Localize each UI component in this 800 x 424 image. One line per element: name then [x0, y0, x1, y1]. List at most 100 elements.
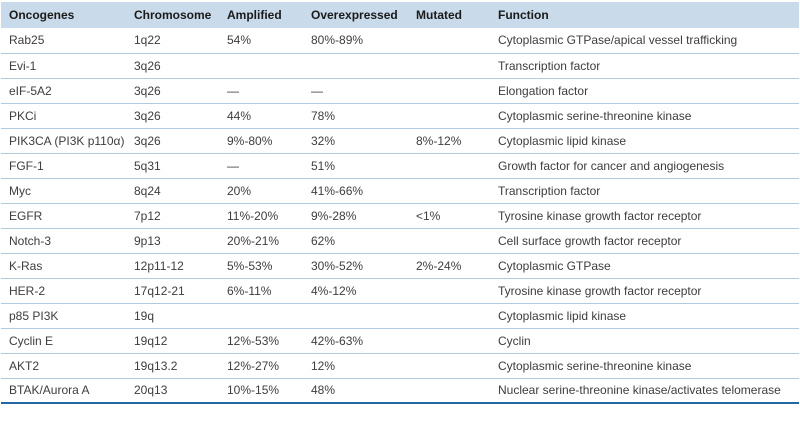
cell-function: Cytoplasmic lipid kinase — [490, 302, 799, 328]
cell-amplified: 20%-21% — [219, 227, 303, 253]
cell-chromosome: 3q26 — [126, 52, 219, 78]
cell-chromosome: 1q22 — [134, 33, 161, 48]
table-body: Rab25 1q22 54% 80%-89% Cytoplasmic GTPase/ap… — [1, 28, 799, 404]
cell-function: Cytoplasmic GTPase — [490, 252, 799, 278]
cell-overexpressed: 80%-89% — [311, 33, 364, 48]
column-header-overexpressed: Overexpressed — [303, 2, 408, 28]
cell-chromosome: 17q12-21 — [126, 277, 219, 303]
cell-oncogene: eIF-5A2 — [1, 77, 126, 103]
cell-amplified: 44% — [219, 102, 303, 128]
table-row: Myc 8q24 20% 41%-66% Transcription factor — [1, 177, 799, 203]
cell-overexpressed: 51% — [303, 152, 408, 178]
cell-mutated — [408, 377, 490, 404]
table-row: Cyclin E 19q12 12%-53% 42%-63% Cyclin — [1, 327, 799, 353]
cell-mutated: 8%-12% — [408, 127, 490, 153]
cell-amplified: 9%-80% — [219, 127, 303, 153]
cell-overexpressed: 41%-66% — [303, 177, 408, 203]
cell-oncogene: AKT2 — [1, 352, 126, 378]
table-row: PKCi 3q26 44% 78% Cytoplasmic serine-threoni… — [1, 102, 799, 128]
cell-chromosome: 8q24 — [126, 177, 219, 203]
cell-mutated — [408, 277, 490, 303]
cell-chromosome: 3q26 — [126, 127, 219, 153]
table-row: PIK3CA (PI3K p110α) 3q26 9%-80% 32% 8%-12% Cy… — [1, 127, 799, 153]
cell-chromosome: 12p11-12 — [126, 252, 219, 278]
table-row: Evi-1 3q26 Transcription factor — [1, 52, 799, 78]
table-row: EGFR 7p12 11%-20% 9%-28% <1% Tyrosine kinase … — [1, 202, 799, 228]
cell-overexpressed: 42%-63% — [303, 327, 408, 353]
cell-overexpressed — [303, 302, 408, 328]
cell-mutated — [408, 52, 490, 78]
cell-mutated: <1% — [408, 202, 490, 228]
table-row: Rab25 1q22 54% 80%-89% Cytoplasmic GTPase/ap… — [1, 28, 799, 53]
cell-oncogene: EGFR — [1, 202, 126, 228]
cell-oncogene: HER-2 — [1, 277, 126, 303]
table-row: eIF-5A2 3q26— — Elongation factor — [1, 77, 799, 103]
cell-chromosome: 20q13 — [126, 377, 219, 404]
cell-amplified: 6%-11% — [219, 277, 303, 303]
table-row: p85 PI3K 19q Cytoplasmic lipid kinase — [1, 302, 799, 328]
cell-overexpressed: 62% — [303, 227, 408, 253]
cell-amplified: 20% — [219, 177, 303, 203]
cell-mutated — [408, 177, 490, 203]
cell-function: Tyrosine kinase growth factor receptor — [490, 202, 799, 228]
cell-function: Cytoplasmic serine-threonine kinase — [490, 352, 799, 378]
cell-oncogene: Cyclin E — [1, 327, 126, 353]
cell-function: Cell surface growth factor receptor — [490, 227, 799, 253]
table-row: HER-2 17q12-21 6%-11% 4%-12% Tyrosine kinase… — [1, 277, 799, 303]
cell-function: Elongation factor — [490, 77, 799, 103]
cell-overexpressed: 12% — [303, 352, 408, 378]
cell-amplified: — — [219, 152, 303, 178]
cell-mutated — [408, 302, 490, 328]
cell-mutated — [408, 28, 490, 53]
cell-amplified: 12%-53% — [219, 327, 303, 353]
cell-overexpressed: 78% — [303, 102, 408, 128]
cell-overexpressed: 48% — [303, 377, 408, 404]
cell-amplified: 12%-27% — [219, 352, 303, 378]
cell-oncogene: K-Ras — [1, 252, 126, 278]
cell-function: Tyrosine kinase growth factor receptor — [490, 277, 799, 303]
cell-oncogene: Notch-3 — [1, 227, 126, 253]
cell-mutated — [408, 102, 490, 128]
column-header-function: Function — [490, 2, 799, 28]
column-header-chromosome: Chromosome — [126, 2, 219, 28]
cell-function: Cytoplasmic GTPase/apical vessel traffic… — [498, 33, 738, 48]
cell-chromosome: 19q12 — [126, 327, 219, 353]
cell-oncogene: Rab25 — [9, 33, 45, 48]
cell-oncogene: p85 PI3K — [1, 302, 126, 328]
cell-amplified — [219, 52, 303, 78]
cell-chromosome: 5q31 — [126, 152, 219, 178]
cell-amplified: — — [219, 77, 303, 103]
cell-chromosome: 19q13.2 — [126, 352, 219, 378]
cell-oncogene: BTAK/Aurora A — [1, 377, 126, 404]
cell-amplified — [219, 302, 303, 328]
table-row: BTAK/Aurora A 20q13 10%-15% 48% Nuclear seri… — [1, 377, 799, 404]
cell-mutated — [408, 227, 490, 253]
cell-chromosome: 3q26 — [126, 77, 219, 103]
cell-function: Cytoplasmic serine-threonine kinase — [490, 102, 799, 128]
cell-overexpressed — [303, 52, 408, 78]
table-row: K-Ras 12p11-12 5%-53% 30%-52% 2%-24% Cytoplas… — [1, 252, 799, 278]
cell-mutated — [408, 352, 490, 378]
cell-chromosome: 9p13 — [126, 227, 219, 253]
table-row: FGF-1 5q31—51% Growth factor for cancer an… — [1, 152, 799, 178]
cell-oncogene: Evi-1 — [1, 52, 126, 78]
oncogene-table: Oncogenes Chromosome Amplified Overexpre… — [1, 2, 799, 404]
cell-mutated: 2%-24% — [408, 252, 490, 278]
cell-function: Cytoplasmic lipid kinase — [490, 127, 799, 153]
cell-function: Transcription factor — [490, 177, 799, 203]
header-row: Oncogenes Chromosome Amplified Overexpre… — [1, 2, 799, 28]
cell-overexpressed: — — [303, 77, 408, 103]
cell-chromosome: 7p12 — [126, 202, 219, 228]
table-header: Oncogenes Chromosome Amplified Overexpre… — [1, 2, 799, 28]
cell-oncogene: FGF-1 — [1, 152, 126, 178]
column-header-mutated: Mutated — [408, 2, 490, 28]
table-row: AKT2 19q13.2 12%-27% 12% Cytoplasmic serine-… — [1, 352, 799, 378]
cell-chromosome: 19q — [126, 302, 219, 328]
cell-oncogene: Myc — [1, 177, 126, 203]
cell-function: Cyclin — [490, 327, 799, 353]
cell-oncogene: PKCi — [1, 102, 126, 128]
cell-mutated — [408, 152, 490, 178]
column-header-oncogenes: Oncogenes — [1, 2, 126, 28]
cell-overexpressed: 9%-28% — [303, 202, 408, 228]
cell-amplified: 54% — [227, 33, 252, 48]
